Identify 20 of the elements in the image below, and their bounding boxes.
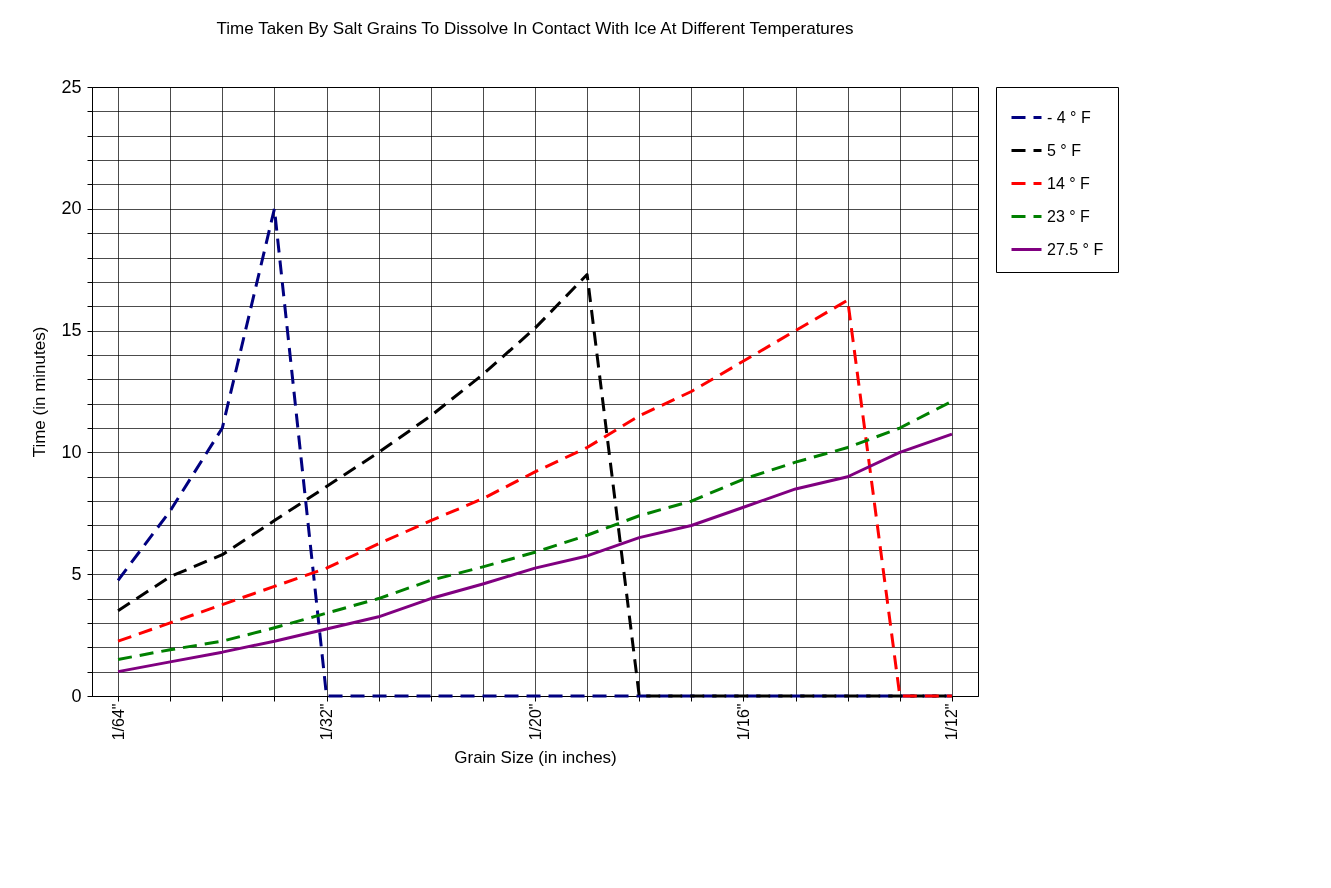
x-tick-label: 1/32" <box>318 703 336 741</box>
y-tick-label: 25 <box>61 76 82 97</box>
legend-label: 5 ° F <box>1047 141 1082 159</box>
x-tick-label: 1/64" <box>109 703 127 741</box>
x-tick-label: 1/20" <box>526 703 544 741</box>
legend-label: 27.5 ° F <box>1047 240 1104 258</box>
x-tick-label: 1/12" <box>943 703 961 741</box>
y-tick-label: 10 <box>61 441 82 462</box>
legend-label: 14 ° F <box>1047 174 1091 192</box>
y-tick-label: 15 <box>61 320 82 341</box>
x-tick-label: 1/16" <box>734 703 752 741</box>
x-axis-title: Grain Size (in inches) <box>454 748 617 768</box>
y-axis-title: Time (in minutes) <box>30 326 50 458</box>
chart-title: Time Taken By Salt Grains To Dissolve In Contact With Ice At Different Temperatures <box>216 19 854 38</box>
legend-label: - 4 ° F <box>1047 108 1091 126</box>
y-tick-label: 20 <box>61 198 82 219</box>
y-tick-label: 5 <box>71 563 82 584</box>
y-tick-label: 0 <box>71 685 82 706</box>
legend-label: 23 ° F <box>1047 207 1091 225</box>
line-series <box>116 432 954 674</box>
